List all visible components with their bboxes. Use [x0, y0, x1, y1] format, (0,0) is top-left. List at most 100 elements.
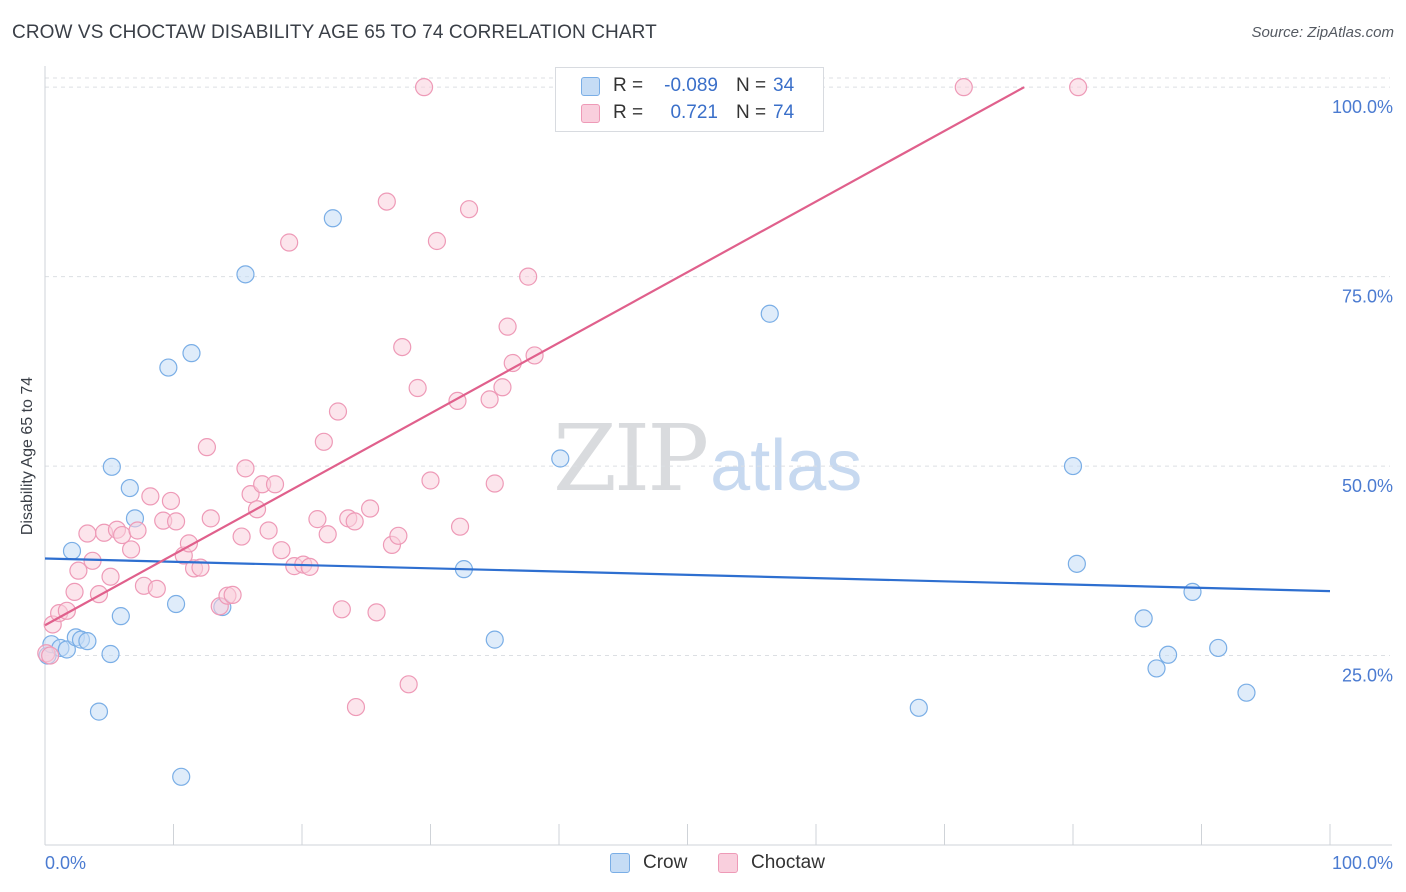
r-label: R =	[613, 75, 644, 96]
choctaw-point	[493, 378, 512, 397]
choctaw-point	[954, 78, 973, 97]
choctaw-point	[78, 524, 97, 543]
crow-point	[78, 632, 97, 651]
n-value: 74	[773, 102, 795, 123]
choctaw-point	[346, 697, 366, 717]
n-value: 34	[773, 75, 795, 96]
axis-layer	[44, 66, 1392, 846]
choctaw-point	[318, 525, 337, 544]
choctaw-point	[393, 337, 412, 357]
choctaw-point	[65, 582, 84, 601]
grid-layer	[45, 77, 1390, 657]
crow-point	[111, 607, 130, 626]
crow-point	[1134, 609, 1153, 628]
choctaw-point	[161, 491, 181, 511]
choctaw-point	[280, 233, 299, 252]
y-tick-label: 25.0%	[1342, 666, 1393, 686]
crow-point	[159, 358, 178, 377]
crow-point	[182, 344, 201, 363]
crow-swatch	[581, 77, 600, 96]
choctaw-point	[128, 521, 147, 540]
choctaw-point	[236, 459, 255, 478]
choctaw-point	[41, 646, 60, 665]
crow-point	[120, 478, 139, 498]
crow-point	[101, 644, 120, 664]
choctaw-point	[272, 541, 291, 560]
crow-point	[1209, 638, 1228, 658]
x-tick-label: 100.0%	[1332, 853, 1393, 873]
r-value: 0.721	[670, 102, 718, 123]
choctaw-point	[459, 200, 479, 219]
crow-point	[89, 702, 109, 721]
crow-point	[172, 767, 191, 786]
choctaw-point	[421, 471, 440, 490]
n-label: N =	[736, 75, 767, 96]
label-layer: 25.0% 50.0% 75.0% 100.0% 0.0% 100.0%	[45, 97, 1393, 873]
choctaw-point	[519, 267, 538, 286]
choctaw-point	[259, 521, 278, 540]
choctaw-point	[485, 474, 504, 493]
choctaw-point	[345, 512, 364, 531]
choctaw-point	[314, 432, 333, 451]
legend-row-choctaw: R = 0.721 N = 74	[556, 102, 823, 126]
choctaw-point	[223, 585, 242, 605]
legend-label: Crow	[643, 852, 688, 873]
choctaw-point	[69, 561, 88, 580]
choctaw-point	[300, 557, 319, 576]
choctaw-swatch	[718, 853, 738, 873]
choctaw-point	[427, 231, 447, 251]
crow-point	[62, 541, 82, 561]
choctaw-point	[480, 390, 499, 409]
r-value: -0.089	[664, 75, 718, 96]
crow-point	[1063, 456, 1083, 476]
choctaw-point	[201, 509, 220, 528]
crow-point	[485, 630, 504, 649]
choctaw-point	[498, 317, 517, 336]
choctaw-point	[450, 517, 470, 536]
crow-point	[1147, 659, 1166, 678]
choctaw-trend-line	[44, 86, 1025, 627]
crow-point	[551, 449, 570, 468]
choctaw-point	[399, 675, 418, 694]
crow-point	[1158, 645, 1178, 664]
choctaw-point	[408, 378, 427, 398]
point-layer	[37, 78, 1256, 786]
crow-trend-line	[44, 557, 1331, 593]
crow-swatch	[610, 853, 630, 873]
legend-row-crow: R = -0.089 N = 34	[556, 75, 823, 99]
choctaw-point	[166, 512, 186, 531]
crow-point	[1067, 554, 1086, 573]
choctaw-point	[377, 192, 396, 211]
crow-point	[57, 640, 76, 659]
choctaw-point	[308, 510, 327, 529]
correlation-legend: R = -0.089 N = 34 R = 0.721 N = 74	[555, 67, 824, 132]
x-tick-label: 0.0%	[45, 853, 86, 873]
choctaw-point	[328, 402, 348, 421]
crow-point	[1237, 683, 1256, 702]
crow-point	[323, 209, 342, 228]
crow-point	[102, 457, 121, 476]
choctaw-point	[121, 540, 141, 559]
crow-point	[236, 265, 255, 284]
choctaw-point	[361, 499, 380, 518]
choctaw-point	[414, 78, 434, 97]
y-tick-label: 50.0%	[1342, 476, 1393, 496]
choctaw-point	[332, 600, 351, 619]
choctaw-point	[265, 475, 285, 494]
n-label: N =	[736, 102, 767, 123]
choctaw-point	[389, 526, 408, 545]
choctaw-point	[101, 567, 120, 586]
crow-point	[909, 698, 928, 717]
choctaw-point	[1069, 78, 1088, 97]
crow-point	[166, 594, 186, 614]
choctaw-point	[367, 603, 386, 622]
choctaw-point	[89, 585, 109, 604]
choctaw-point	[147, 579, 166, 598]
y-tick-label: 75.0%	[1342, 287, 1393, 307]
legend-label: Choctaw	[751, 852, 825, 873]
choctaw-swatch	[581, 104, 600, 123]
choctaw-point	[241, 485, 260, 504]
r-label: R =	[613, 102, 644, 123]
source-credit: Source: ZipAtlas.com	[1251, 24, 1394, 41]
y-tick-label: 100.0%	[1332, 97, 1393, 117]
